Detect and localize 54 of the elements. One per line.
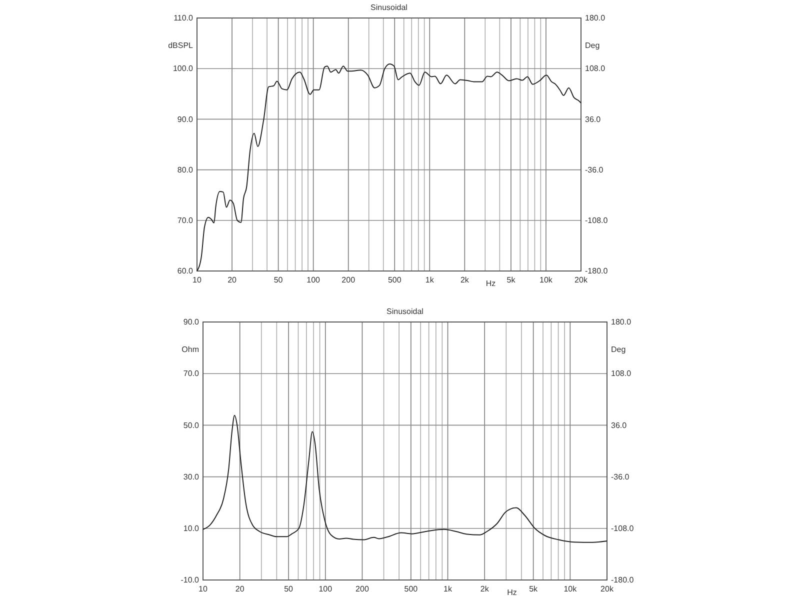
y2-tick-label: 180.0	[585, 14, 606, 23]
x-axis-title: Hz	[486, 279, 496, 288]
y-tick-label: -10.0	[180, 576, 200, 585]
y2-tick-label: 108.0	[585, 64, 606, 74]
x-tick-label: 200	[342, 276, 356, 285]
x-tick-label: 100	[318, 584, 333, 594]
y-tick-label: 80.0	[177, 165, 194, 174]
x-tick-label: 10	[198, 584, 208, 594]
x-tick-label: 50	[274, 276, 284, 285]
y2-tick-label: -180.0	[611, 576, 634, 585]
x-tick-label: 20	[228, 276, 238, 285]
y2-tick-label: 36.0	[585, 114, 602, 124]
x-tick-label: 1k	[425, 276, 435, 285]
x-tick-label: 5k	[529, 584, 539, 594]
y-axis-title: dBSPL	[168, 41, 194, 50]
x-tick-label: 20	[235, 584, 245, 594]
x-tick-label: 2k	[480, 584, 490, 594]
y2-axis-title: Deg	[611, 345, 626, 354]
y-tick-label: 30.0	[183, 472, 200, 482]
x-tick-label: 200	[356, 584, 370, 594]
x-tick-label: 10	[192, 276, 202, 285]
x-tick-label: 500	[404, 584, 418, 594]
x-tick-label: 20k	[600, 584, 614, 594]
y-tick-label: 100.0	[172, 64, 194, 74]
x-tick-label: 2k	[460, 276, 470, 285]
y2-tick-label: 180.0	[611, 318, 632, 327]
x-tick-label: 100	[306, 276, 321, 285]
chart-title: Sinusoidal	[370, 3, 408, 12]
y-axis-title: Ohm	[182, 345, 200, 354]
x-tick-label: 5k	[506, 276, 516, 285]
y-tick-label: 10.0	[183, 524, 200, 533]
y-tick-label: 90.0	[183, 318, 200, 327]
y2-tick-label: -180.0	[585, 266, 608, 276]
y-tick-label: 60.0	[177, 266, 194, 276]
x-tick-label: 10k	[540, 276, 554, 285]
x-axis-title: Hz	[507, 588, 517, 597]
y2-tick-label: -36.0	[611, 472, 630, 482]
chart-title: Sinusoidal	[386, 307, 424, 316]
y2-tick-label: 36.0	[611, 420, 628, 430]
y-tick-label: 70.0	[183, 369, 200, 378]
x-tick-label: 500	[388, 276, 402, 285]
y2-tick-label: 108.0	[611, 369, 632, 378]
y2-tick-label: -36.0	[585, 165, 604, 174]
y2-tick-label: -108.0	[585, 216, 608, 225]
y2-tick-label: -108.0	[611, 524, 634, 533]
y2-axis-title: Deg	[585, 41, 600, 50]
x-tick-label: 1k	[444, 584, 453, 594]
y-tick-label: 90.0	[177, 114, 194, 124]
x-tick-label: 50	[284, 584, 294, 594]
x-tick-label: 20k	[574, 276, 588, 285]
x-tick-label: 10k	[564, 584, 578, 594]
y-tick-label: 110.0	[174, 14, 194, 23]
y-tick-label: 70.0	[177, 216, 194, 225]
y-tick-label: 50.0	[183, 420, 200, 430]
